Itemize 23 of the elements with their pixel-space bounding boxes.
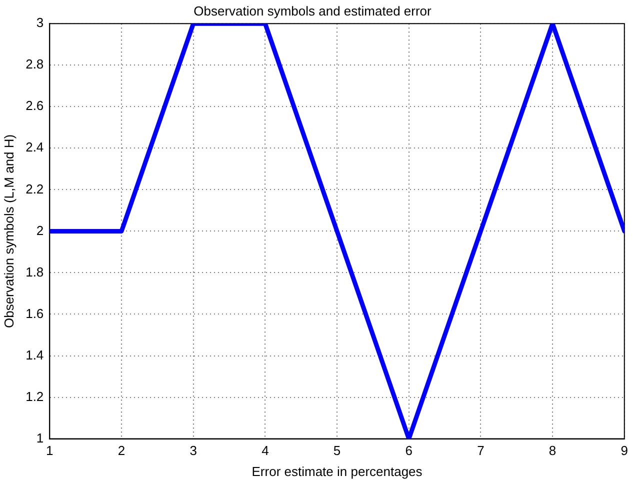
chart-title: Observation symbols and estimated error: [194, 3, 432, 18]
x-tick-label: 5: [333, 443, 341, 458]
x-tick-label: 4: [262, 443, 269, 458]
x-tick-label: 2: [118, 443, 126, 458]
x-tick-label: 8: [548, 443, 556, 458]
y-tick-label: 1.6: [26, 306, 44, 321]
x-tick-label: 6: [405, 443, 412, 458]
y-tick-label: 2: [36, 222, 44, 238]
y-axis-title: Observation symbols (L,M and H): [1, 134, 16, 328]
x-tick-label: 7: [477, 443, 484, 458]
y-tick-label: 1.2: [26, 388, 44, 404]
y-tick-label: 1.8: [26, 264, 44, 280]
y-tick-label: 2.2: [26, 181, 44, 196]
y-tick-label: 1: [36, 430, 44, 446]
x-tick-label: 9: [620, 443, 628, 458]
y-tick-label: 3: [36, 15, 44, 30]
y-tick-label: 1.4: [26, 347, 44, 362]
y-tick-label: 2.4: [26, 140, 44, 155]
x-tick-label: 3: [190, 443, 197, 458]
x-tick-label: 1: [46, 443, 54, 458]
y-tick-label: 2.6: [26, 98, 44, 114]
x-axis-title: Error estimate in percentages: [252, 464, 423, 479]
y-tick-label: 2.8: [26, 56, 44, 72]
